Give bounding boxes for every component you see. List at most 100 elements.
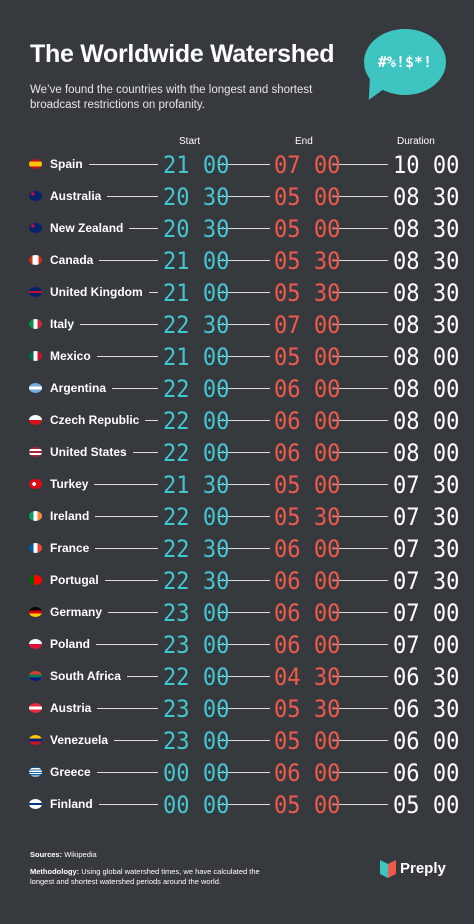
connector-line — [332, 644, 388, 645]
south-africa-flag-icon — [29, 671, 42, 681]
connector-line — [107, 196, 158, 197]
end-time: 05 00 — [274, 727, 341, 755]
connector-line — [129, 228, 158, 229]
duration-time: 07 30 — [393, 567, 460, 595]
duration-time: 08 30 — [393, 311, 460, 339]
start-time: 21 30 — [163, 471, 230, 499]
connector-line — [112, 388, 158, 389]
connector-line — [218, 324, 270, 325]
connector-line — [332, 452, 388, 453]
country-name: Ireland — [50, 509, 90, 523]
end-time: 05 30 — [274, 695, 341, 723]
connector-line — [218, 292, 270, 293]
connector-line — [218, 196, 270, 197]
table-row: Italy 22 30 07 00 08 30 — [0, 309, 474, 341]
country-name: Portugal — [50, 573, 99, 587]
usa-flag-icon — [29, 447, 42, 457]
connector-line — [332, 676, 388, 677]
table-row: New Zealand 20 30 05 00 08 30 — [0, 213, 474, 245]
brand-name: Preply — [400, 860, 446, 877]
sources-text: Wikipedia — [64, 850, 97, 859]
austria-flag-icon — [29, 703, 42, 713]
table-row: Argentina 22 00 06 00 08 00 — [0, 373, 474, 405]
start-time: 23 00 — [163, 727, 230, 755]
duration-time: 07 00 — [393, 631, 460, 659]
country-name: Turkey — [50, 477, 89, 491]
table-row: Australia 20 30 05 00 08 30 — [0, 181, 474, 213]
connector-line — [126, 676, 158, 677]
connector-line — [97, 708, 158, 709]
end-time: 04 30 — [274, 663, 341, 691]
connector-line — [218, 548, 270, 549]
end-time: 05 00 — [274, 183, 341, 211]
table-row: France 22 30 06 00 07 30 — [0, 533, 474, 565]
canada-flag-icon — [29, 255, 42, 265]
duration-time: 08 30 — [393, 279, 460, 307]
connector-line — [218, 772, 270, 773]
country-name: Czech Republic — [50, 413, 140, 427]
end-time: 06 00 — [274, 567, 341, 595]
start-time: 23 00 — [163, 695, 230, 723]
start-time: 00 00 — [163, 759, 230, 787]
czech-flag-icon — [29, 415, 42, 425]
connector-line — [218, 228, 270, 229]
connector-line — [332, 228, 388, 229]
country-name: South Africa — [50, 669, 121, 683]
table-row: United States 22 00 06 00 08 00 — [0, 437, 474, 469]
start-time: 20 30 — [163, 183, 230, 211]
preply-logo-icon — [380, 860, 396, 878]
venezuela-flag-icon — [29, 735, 42, 745]
finland-flag-icon — [29, 799, 42, 809]
duration-time: 08 30 — [393, 247, 460, 275]
end-time: 06 00 — [274, 599, 341, 627]
end-time: 05 00 — [274, 215, 341, 243]
speech-bubble-text: #%!$*! — [377, 53, 433, 71]
connector-line — [332, 804, 388, 805]
start-time: 20 30 — [163, 215, 230, 243]
duration-time: 08 00 — [393, 407, 460, 435]
start-time: 22 30 — [163, 311, 230, 339]
connector-line — [332, 484, 388, 485]
duration-time: 06 00 — [393, 727, 460, 755]
preply-logo: Preply — [380, 858, 458, 880]
connector-line — [332, 740, 388, 741]
start-time: 21 00 — [163, 151, 230, 179]
connector-line — [218, 452, 270, 453]
connector-line — [132, 452, 158, 453]
start-time: 00 00 — [163, 791, 230, 819]
turkey-flag-icon — [29, 479, 42, 489]
duration-time: 06 30 — [393, 695, 460, 723]
new-zealand-flag-icon — [29, 223, 42, 233]
duration-time: 05 00 — [393, 791, 460, 819]
end-time: 06 00 — [274, 759, 341, 787]
end-time: 06 00 — [274, 439, 341, 467]
duration-time: 06 30 — [393, 663, 460, 691]
connector-line — [218, 708, 270, 709]
uk-flag-icon — [29, 287, 42, 297]
footer-sources: Sources: Wikipedia — [30, 850, 97, 860]
connector-line — [148, 292, 158, 293]
connector-line — [108, 612, 158, 613]
connector-line — [218, 580, 270, 581]
country-name: Argentina — [50, 381, 107, 395]
start-time: 21 00 — [163, 343, 230, 371]
country-name: Italy — [50, 317, 75, 331]
table-row: Czech Republic 22 00 06 00 08 00 — [0, 405, 474, 437]
connector-line — [96, 772, 158, 773]
country-name: Venezuela — [50, 733, 109, 747]
start-time: 22 00 — [163, 407, 230, 435]
argentina-flag-icon — [29, 383, 42, 393]
country-name: Austria — [50, 701, 92, 715]
end-time: 06 00 — [274, 407, 341, 435]
connector-line — [332, 612, 388, 613]
country-name: Poland — [50, 637, 91, 651]
italy-flag-icon — [29, 319, 42, 329]
footer-methodology: Methodology: Using global watershed time… — [30, 867, 275, 887]
duration-time: 07 30 — [393, 471, 460, 499]
france-flag-icon — [29, 543, 42, 553]
table-row: Mexico 21 00 05 00 08 00 — [0, 341, 474, 373]
end-time: 05 30 — [274, 503, 341, 531]
connector-line — [332, 324, 388, 325]
table-row: South Africa 22 00 04 30 06 30 — [0, 661, 474, 693]
start-time: 22 00 — [163, 439, 230, 467]
